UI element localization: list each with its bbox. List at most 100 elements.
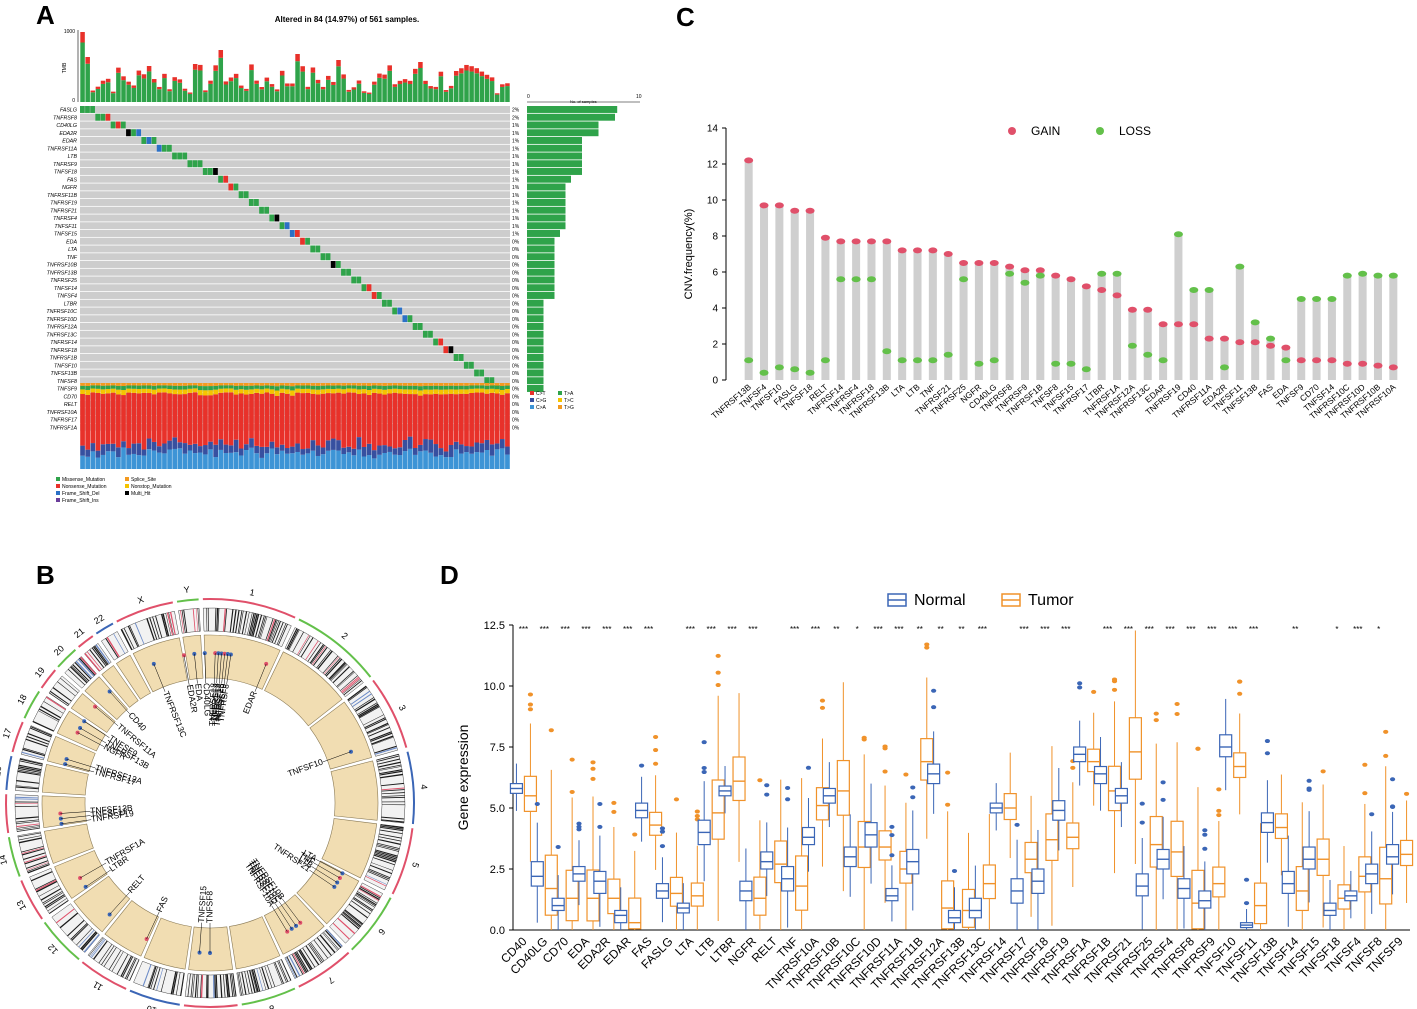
titv-legend-label: C>T	[536, 391, 546, 397]
cnv-gain-point	[1235, 339, 1245, 346]
gene-percent: 0%	[512, 317, 520, 323]
titv-segment	[279, 444, 285, 451]
chromosome-outer-arc	[176, 598, 199, 603]
tmb-bar	[80, 42, 85, 102]
gene-name: TNFRSF1A	[50, 425, 78, 431]
cytoband	[381, 819, 405, 823]
normal-outlier	[701, 770, 707, 775]
cytoband	[181, 609, 186, 633]
normal-outlier	[1243, 877, 1250, 882]
mutation-cell	[126, 129, 131, 137]
tmb-bar	[407, 80, 413, 85]
titv-segment	[484, 383, 490, 386]
cytoband	[368, 869, 390, 880]
cnv-stem	[913, 250, 922, 380]
cytoband	[89, 938, 105, 958]
cytoband	[76, 928, 93, 946]
mutation-cell	[238, 191, 244, 199]
titv-segment	[505, 393, 510, 447]
mutation-cell	[146, 137, 152, 144]
cytoband	[380, 824, 404, 829]
titv-segment	[331, 389, 336, 394]
cnv-stem	[1082, 286, 1091, 380]
gene-percent: 1%	[512, 131, 520, 137]
chromosome-outer-arc	[372, 679, 408, 748]
gene-name: TNFRSF1B	[50, 356, 78, 362]
cytoband	[378, 836, 402, 842]
titv-segment	[469, 453, 474, 469]
legend-normal-label: Normal	[914, 592, 966, 609]
variant-legend-swatch	[125, 491, 129, 495]
titv-segment	[279, 388, 285, 393]
cnv-gain-point	[820, 234, 830, 241]
titv-segment	[228, 452, 234, 469]
cytoband	[374, 747, 398, 755]
mutation-cell	[484, 377, 490, 385]
tmb-bar	[264, 81, 270, 102]
cytoband	[180, 972, 185, 996]
titv-segment	[264, 388, 270, 393]
tmb-bar	[453, 71, 459, 76]
tmb-bar	[182, 88, 188, 91]
titv-segment	[90, 383, 96, 386]
titv-segment	[187, 388, 193, 393]
titv-segment	[423, 383, 428, 386]
cytoband	[215, 974, 218, 998]
cytoband	[26, 735, 49, 745]
titv-segment	[126, 388, 131, 393]
tumor-box	[753, 876, 767, 916]
titv-segment	[238, 393, 244, 449]
significance-mark: ***	[811, 625, 820, 634]
titv-segment	[371, 383, 377, 386]
titv-segment	[233, 389, 239, 395]
cnv-gain-point	[1296, 357, 1306, 364]
cytoband	[207, 608, 209, 632]
titv-segment	[325, 440, 331, 451]
cnv-loss-point	[1342, 272, 1352, 279]
chromosome-track	[42, 764, 89, 796]
cytoband	[310, 645, 325, 665]
cytoband	[332, 922, 350, 940]
titv-segment	[213, 385, 219, 390]
titv-segment	[269, 393, 275, 442]
tmb-bar	[387, 70, 392, 102]
mutation-cell	[341, 268, 346, 276]
tmb-bar	[331, 81, 336, 85]
y-tick-label: 12	[707, 160, 719, 171]
cnv-gain-point	[1373, 362, 1383, 369]
chromosome-track	[132, 637, 188, 693]
titv-legend-label: C>G	[536, 398, 547, 404]
titv-segment	[95, 392, 101, 451]
gene-name: TNFRSF10C	[46, 309, 77, 315]
chromosome-outer-arc	[129, 989, 180, 1006]
cytoband	[17, 832, 41, 838]
titv-segment	[469, 383, 474, 386]
tmb-bar	[233, 78, 239, 102]
cytoband	[294, 952, 306, 974]
titv-segment	[274, 447, 280, 455]
titv-segment	[438, 455, 444, 469]
significance-mark: ***	[1040, 625, 1049, 634]
cytoband	[379, 829, 403, 835]
cytoband	[134, 622, 145, 645]
normal-outlier	[931, 705, 937, 710]
matrix-row	[80, 299, 510, 307]
significance-mark: ***	[978, 625, 987, 634]
cnv-loss-point	[1143, 351, 1153, 358]
variant-legend-swatch	[125, 477, 129, 481]
normal-outlier	[785, 797, 791, 802]
mutation-cell	[90, 106, 95, 113]
tmb-bar	[469, 66, 474, 72]
normal-outlier	[555, 845, 561, 850]
mutation-cell	[443, 346, 449, 354]
titv-segment	[177, 385, 183, 390]
variant-legend-swatch	[56, 491, 60, 495]
tumor-box	[1212, 866, 1226, 898]
cytoband	[67, 668, 86, 686]
titv-segment	[433, 385, 439, 390]
gene-name: LTB	[68, 154, 78, 160]
titv-segment	[418, 386, 423, 391]
matrix-row	[80, 214, 510, 222]
cytoband	[162, 613, 170, 637]
